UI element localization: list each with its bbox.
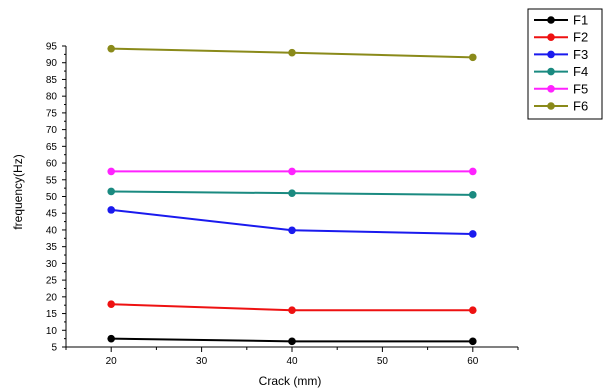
legend-label-f1: F1 bbox=[573, 13, 588, 28]
y-tick-label: 40 bbox=[46, 225, 58, 236]
data-point-f6 bbox=[469, 53, 477, 62]
axes: 5 10 15 20 25 30 35 40 45 50 55 60 65 70 75 80 85 90 95 20 3… bbox=[46, 42, 519, 367]
data-point-f3 bbox=[107, 206, 115, 214]
legend-label-f6: F6 bbox=[573, 99, 588, 114]
legend-marker-f5 bbox=[547, 85, 555, 93]
y-tick-label: 50 bbox=[46, 192, 58, 203]
y-tick-label: 85 bbox=[46, 75, 58, 86]
data-point-f5 bbox=[469, 167, 477, 176]
x-tick-label: 50 bbox=[377, 356, 389, 367]
legend-marker-f4 bbox=[547, 67, 555, 76]
data-point-f5 bbox=[288, 167, 296, 176]
data-point-f6 bbox=[288, 48, 296, 57]
y-tick-label: 60 bbox=[46, 159, 58, 170]
y-tick-label: 10 bbox=[46, 326, 58, 337]
legend: F1 F2 F3 F4 F5 F6 bbox=[534, 13, 588, 114]
x-tick-label: 60 bbox=[467, 356, 479, 367]
data-point-f1 bbox=[107, 334, 115, 343]
y-tick-label: 30 bbox=[46, 259, 58, 270]
y-tick-label: 35 bbox=[46, 242, 58, 253]
data-point-f2 bbox=[107, 300, 115, 308]
y-tick-label: 15 bbox=[46, 309, 58, 320]
x-tick-label: 40 bbox=[286, 356, 298, 367]
legend-label-f3: F3 bbox=[573, 47, 588, 62]
legend-label-f4: F4 bbox=[573, 64, 588, 79]
y-tick-label: 5 bbox=[51, 343, 57, 354]
legend-marker-f2 bbox=[547, 33, 555, 41]
y-tick-label: 65 bbox=[46, 142, 58, 153]
data-point-f1 bbox=[288, 337, 296, 346]
data-point-f5 bbox=[107, 167, 115, 176]
y-tick-label: 90 bbox=[46, 58, 58, 69]
data-point-f3 bbox=[288, 226, 296, 235]
y-tick-label: 75 bbox=[46, 108, 58, 119]
y-tick-label: 95 bbox=[46, 42, 58, 53]
data-point-f4 bbox=[107, 187, 115, 196]
legend-marker-f6 bbox=[547, 102, 555, 110]
y-axis-title: frequency(Hz) bbox=[11, 154, 25, 229]
y-tick-label: 20 bbox=[46, 292, 58, 303]
data-point-f4 bbox=[288, 189, 296, 197]
y-tick-label: 25 bbox=[46, 276, 58, 287]
y-tick-label: 70 bbox=[46, 125, 58, 136]
y-tick-label: 80 bbox=[46, 92, 58, 103]
x-axis-title: Crack (mm) bbox=[259, 374, 322, 388]
data-point-f2 bbox=[469, 306, 477, 315]
data-point-f2 bbox=[288, 306, 296, 315]
data-point-f3 bbox=[469, 230, 477, 238]
x-tick-label: 30 bbox=[196, 356, 208, 367]
data-point-f4 bbox=[469, 191, 477, 199]
legend-marker-f3 bbox=[547, 50, 555, 59]
data-point-f6 bbox=[107, 44, 115, 53]
legend-label-f5: F5 bbox=[573, 81, 588, 96]
legend-marker-f1 bbox=[547, 16, 555, 24]
y-tick-label: 45 bbox=[46, 209, 58, 220]
legend-box bbox=[527, 8, 603, 120]
legend-label-f2: F2 bbox=[573, 30, 588, 45]
data-point-f1 bbox=[469, 337, 477, 346]
series-layer bbox=[107, 44, 477, 346]
y-tick-label: 55 bbox=[46, 175, 58, 186]
x-tick-label: 20 bbox=[106, 356, 118, 367]
